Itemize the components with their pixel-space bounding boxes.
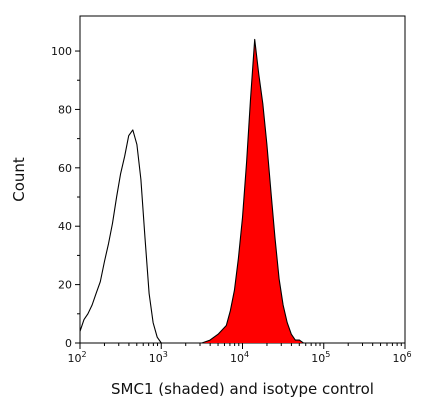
x-axis-title: SMC1 (shaded) and isotype control	[111, 380, 374, 398]
x-tick-label: 106	[392, 350, 411, 365]
series-area-smc1	[201, 39, 308, 344]
series-line-smc1	[201, 38, 308, 344]
y-tick-label: 40	[58, 220, 72, 233]
y-tick-label: 0	[65, 337, 72, 350]
x-tick-label: 102	[67, 350, 86, 365]
y-tick-label: 100	[51, 45, 72, 58]
series-line-isotype-control	[79, 129, 166, 344]
y-tick-label: 80	[58, 103, 72, 116]
y-tick-label: 60	[58, 162, 72, 175]
axes-layer: 0 20 40 60 80 100 102 103 104 105 106	[51, 45, 412, 365]
x-tick-label: 103	[149, 350, 168, 365]
y-axis-title: Count	[10, 157, 28, 202]
x-tick-label: 104	[230, 350, 249, 365]
series-layer	[79, 38, 308, 344]
x-tick-label: 105	[311, 350, 330, 365]
y-tick-label: 20	[58, 279, 72, 292]
